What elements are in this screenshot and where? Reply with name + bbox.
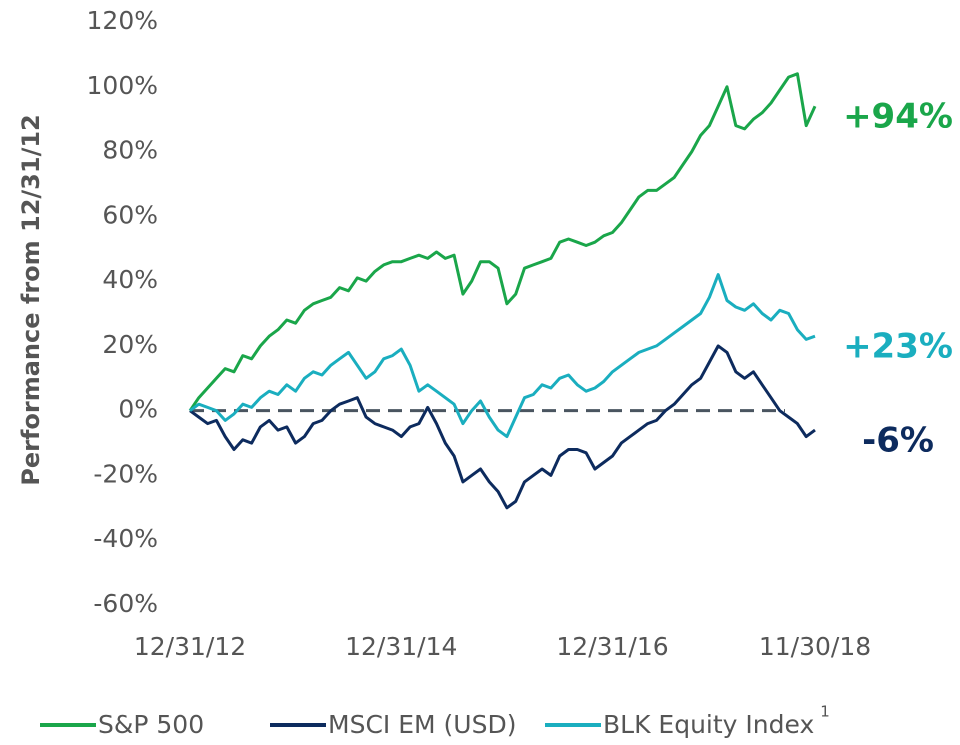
x-tick-label: 12/31/14 [345, 632, 457, 661]
end-label: +94% [843, 97, 953, 137]
y-tick-label: 20% [102, 330, 158, 359]
x-tick-label: 12/31/16 [556, 632, 668, 661]
legend-label: MSCI EM (USD) [328, 710, 516, 739]
end-label: -6% [862, 421, 934, 461]
legend-label: BLK Equity Index [603, 710, 814, 739]
y-axis-label: Performance from 12/31/12 [17, 114, 45, 485]
x-tick-label: 11/30/18 [759, 632, 871, 661]
y-tick-label: 100% [87, 71, 158, 100]
y-tick-label: 120% [87, 6, 158, 35]
y-tick-label: 40% [102, 265, 158, 294]
series-line [189, 273, 816, 439]
y-tick-label: 60% [102, 200, 158, 229]
y-tick-label: -60% [93, 589, 158, 618]
series-line [189, 344, 816, 510]
y-tick-label: -20% [93, 459, 158, 488]
y-tick-label: 0% [118, 395, 158, 424]
x-tick-label: 12/31/12 [134, 632, 246, 661]
y-tick-label: 80% [102, 136, 158, 165]
end-label: +23% [843, 327, 953, 367]
series-line [188, 72, 817, 412]
footnote-marker: 1 [820, 703, 830, 721]
legend-label: S&P 500 [98, 710, 204, 739]
y-tick-label: -40% [93, 524, 158, 553]
